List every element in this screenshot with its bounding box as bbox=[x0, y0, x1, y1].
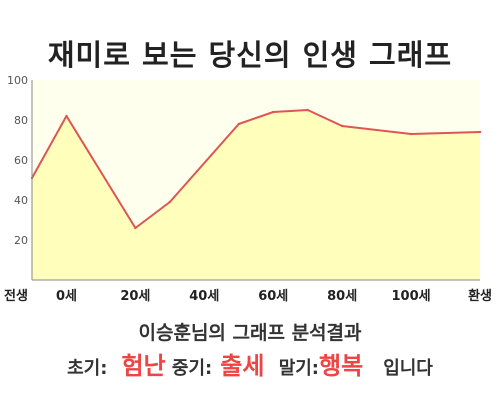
analysis-heading: 이승훈님의 그래프 분석결과 bbox=[138, 322, 362, 344]
y-tick-label-60: 60 bbox=[14, 154, 28, 167]
data-point-2 bbox=[134, 226, 137, 230]
late-period-label: 말기: bbox=[278, 358, 320, 379]
mid-period-label: 중기: bbox=[171, 358, 213, 379]
y-tick-label-20: 20 bbox=[14, 234, 28, 247]
data-point-1 bbox=[65, 114, 68, 118]
data-point-5 bbox=[272, 110, 275, 114]
life-graph-chart: 20 40 60 80 100 전생 0세 20세 40세 60세 80세 100세 환생 bbox=[4, 74, 492, 304]
y-tick-label-100: 100 bbox=[7, 74, 28, 87]
x-tick-label-6: 100세 bbox=[392, 289, 431, 304]
x-tick-label-3: 40세 bbox=[189, 289, 219, 304]
data-point-8 bbox=[409, 132, 413, 136]
x-tick-label-5: 80세 bbox=[327, 289, 357, 304]
life-area-fill bbox=[32, 110, 480, 280]
result-ending: 입니다 bbox=[383, 358, 433, 379]
data-point-4 bbox=[237, 122, 240, 126]
early-period-value: 험난 bbox=[121, 352, 166, 380]
life-line bbox=[31, 109, 481, 229]
data-point-9 bbox=[478, 130, 482, 134]
x-tick-label-4: 60세 bbox=[258, 289, 288, 304]
data-point-6 bbox=[306, 108, 309, 112]
late-period-value: 행복 bbox=[319, 352, 364, 380]
x-tick-label-7: 환생 bbox=[468, 288, 492, 304]
mid-period-value: 출세 bbox=[220, 352, 265, 380]
x-tick-label-0: 전생 bbox=[4, 288, 28, 304]
y-tick-label-80: 80 bbox=[14, 114, 28, 127]
chart-title: 재미로 보는 당신의 인생 그래프 bbox=[47, 38, 453, 72]
data-point-7 bbox=[340, 124, 344, 128]
early-period-label: 초기: bbox=[67, 358, 108, 379]
y-tick-label-40: 40 bbox=[14, 194, 28, 207]
x-tick-label-2: 20세 bbox=[120, 289, 150, 304]
x-tick-label-1: 0세 bbox=[56, 289, 77, 304]
data-point-3 bbox=[168, 200, 172, 204]
analysis-result: 초기: 험난 중기: 출세 말기:행복 입니다 bbox=[0, 346, 500, 381]
